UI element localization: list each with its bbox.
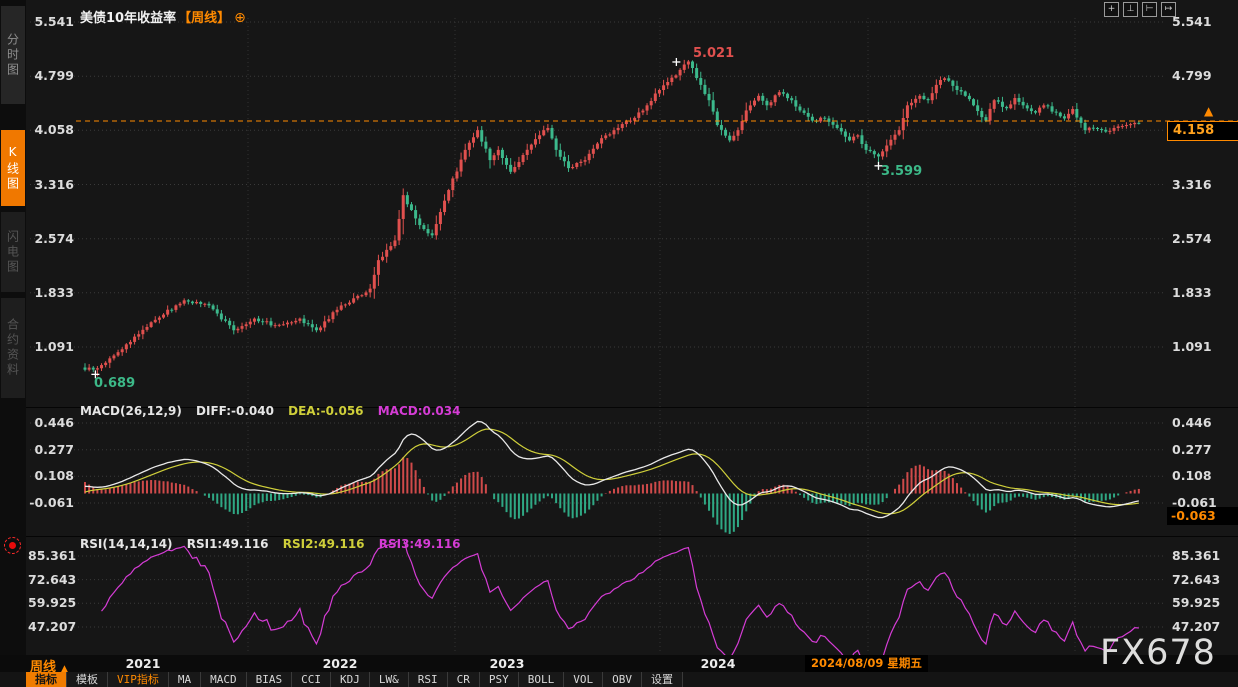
- start-low-annotation: 0.689: [94, 376, 136, 391]
- y-axis-label: 5.541: [1172, 14, 1212, 29]
- chart-title: 美债10年收益率 【周线】 ⊕: [80, 7, 246, 26]
- y-axis-label: 3.316: [1172, 176, 1212, 192]
- year-label: 2022: [322, 656, 358, 671]
- macd-diff-value: DIFF:-0.040: [196, 404, 274, 418]
- sidebar-tab-3[interactable]: 闪电图: [1, 212, 25, 292]
- y-axis-label: 59.925: [28, 595, 77, 611]
- add-indicator-icon[interactable]: ⊕: [234, 10, 246, 26]
- y-axis-label: 5.541: [34, 14, 74, 29]
- y-axis-label: 59.925: [1172, 595, 1221, 611]
- macd-current-value-box: -0.063: [1167, 507, 1238, 525]
- y-axis-label: 4.058: [34, 122, 74, 138]
- toolbar-item-rsi[interactable]: RSI: [409, 672, 448, 687]
- y-axis-label: 0.446: [34, 415, 74, 430]
- panel-separator: [26, 536, 1238, 537]
- y-axis-label: -0.061: [1172, 495, 1217, 510]
- toolbar-item-vol[interactable]: VOL: [564, 672, 604, 687]
- chart-tools: + ⊥ ⊢ ↦: [1104, 2, 1176, 17]
- left-tab-strip: 分时图 K线图闪电图合约资料: [0, 0, 26, 655]
- y-axis-label: 47.207: [1172, 619, 1221, 634]
- panel-separator: [26, 407, 1238, 408]
- watermark: FX678: [1100, 633, 1216, 673]
- x-axis-row: 周线▲ 20212022202320242025 2024/08/09 星期五: [0, 655, 1238, 675]
- y-axis-label: 85.361: [28, 548, 77, 563]
- y-axis-label: 0.277: [34, 441, 74, 457]
- low-price-annotation: 3.599: [881, 164, 923, 179]
- rsi3-value: RSI3:49.116: [378, 537, 461, 551]
- y-axis-label: 72.643: [28, 571, 77, 587]
- y-axis-label: 0.446: [1172, 415, 1212, 430]
- toolbar-item-[interactable]: 指标: [26, 672, 67, 687]
- y-axis-label: 2.574: [1172, 230, 1212, 246]
- y-axis-label: 4.799: [34, 68, 74, 84]
- toolbar-item-cr[interactable]: CR: [448, 672, 480, 687]
- period-tag[interactable]: 【周线】: [178, 11, 231, 26]
- price-marker-icon: ▲: [1204, 104, 1214, 118]
- toolbar-item-[interactable]: 模板: [67, 672, 108, 687]
- toolbar-item-cci[interactable]: CCI: [292, 672, 331, 687]
- indicator-toolbar: 指标 模板 VIP指标 MA MACD BIAS CCI KDJ LW& RSI CR PSY BOLL…: [26, 672, 683, 687]
- rsi2-value: RSI2:49.116: [282, 537, 365, 551]
- y-axis-label: 3.316: [34, 176, 74, 192]
- toolbar-item-lw[interactable]: LW&: [370, 672, 409, 687]
- y-axis-label: 1.091: [1172, 339, 1212, 354]
- macd-params: MACD(26,12,9): [80, 404, 182, 418]
- symbol-name: 美债10年收益率: [80, 11, 177, 26]
- y-axis-scale-icon[interactable]: ⊥: [1123, 2, 1138, 17]
- toolbar-item-bias[interactable]: BIAS: [247, 672, 293, 687]
- year-label: 2024: [700, 656, 736, 671]
- high-price-annotation: 5.021: [693, 46, 735, 61]
- y-axis-label: 1.833: [1172, 284, 1212, 300]
- toolbar-item-vip[interactable]: VIP指标: [108, 672, 169, 687]
- y-axis-label: 1.833: [34, 284, 74, 300]
- year-label: 2023: [489, 656, 525, 671]
- y-axis-label: 0.108: [1172, 468, 1212, 484]
- year-label: 2021: [125, 656, 161, 671]
- live-indicator-icon: [4, 537, 21, 554]
- y-axis-label: 4.799: [1172, 68, 1212, 84]
- shift-chart-icon[interactable]: ↦: [1161, 2, 1176, 17]
- rsi1-value: RSI1:49.116: [186, 537, 269, 551]
- sidebar-tab-4[interactable]: 合约资料: [1, 298, 25, 398]
- y-axis-label: 0.108: [34, 468, 74, 484]
- y-axis-label: 0.277: [1172, 441, 1212, 457]
- macd-header: MACD(26,12,9) DIFF:-0.040 DEA:-0.056 MAC…: [80, 404, 470, 418]
- toolbar-item-boll[interactable]: BOLL: [519, 672, 565, 687]
- toolbar-item-psy[interactable]: PSY: [480, 672, 519, 687]
- x-axis-scale-icon[interactable]: ⊢: [1142, 2, 1157, 17]
- current-price-box: 4.158: [1167, 121, 1238, 141]
- sidebar-tab-1[interactable]: 分时图: [1, 6, 25, 104]
- toolbar-item-kdj[interactable]: KDJ: [331, 672, 370, 687]
- toolbar-item-ma[interactable]: MA: [169, 672, 202, 687]
- y-axis-label: -0.061: [29, 495, 74, 510]
- rsi-header: RSI(14,14,14) RSI1:49.116 RSI2:49.116 RS…: [80, 537, 471, 551]
- toolbar-item-macd[interactable]: MACD: [201, 672, 247, 687]
- macd-macd-value: MACD:0.034: [377, 404, 461, 418]
- macd-dea-value: DEA:-0.056: [288, 404, 364, 418]
- y-axis-label: 1.091: [34, 339, 74, 354]
- crosshair-icon[interactable]: +: [1104, 2, 1119, 17]
- toolbar-item-[interactable]: 设置: [642, 672, 683, 687]
- rsi-params: RSI(14,14,14): [80, 537, 173, 551]
- toolbar-item-obv[interactable]: OBV: [603, 672, 642, 687]
- y-axis-label: 47.207: [28, 619, 77, 634]
- sidebar-tab-2[interactable]: K线图: [1, 130, 25, 206]
- y-axis-label: 2.574: [34, 230, 74, 246]
- period-selector[interactable]: 周线 ▲: [30, 660, 68, 675]
- crosshair-date: 2024/08/09 星期五: [805, 655, 928, 672]
- y-axis-label: 85.361: [1172, 548, 1221, 563]
- y-axis-label: 72.643: [1172, 571, 1221, 587]
